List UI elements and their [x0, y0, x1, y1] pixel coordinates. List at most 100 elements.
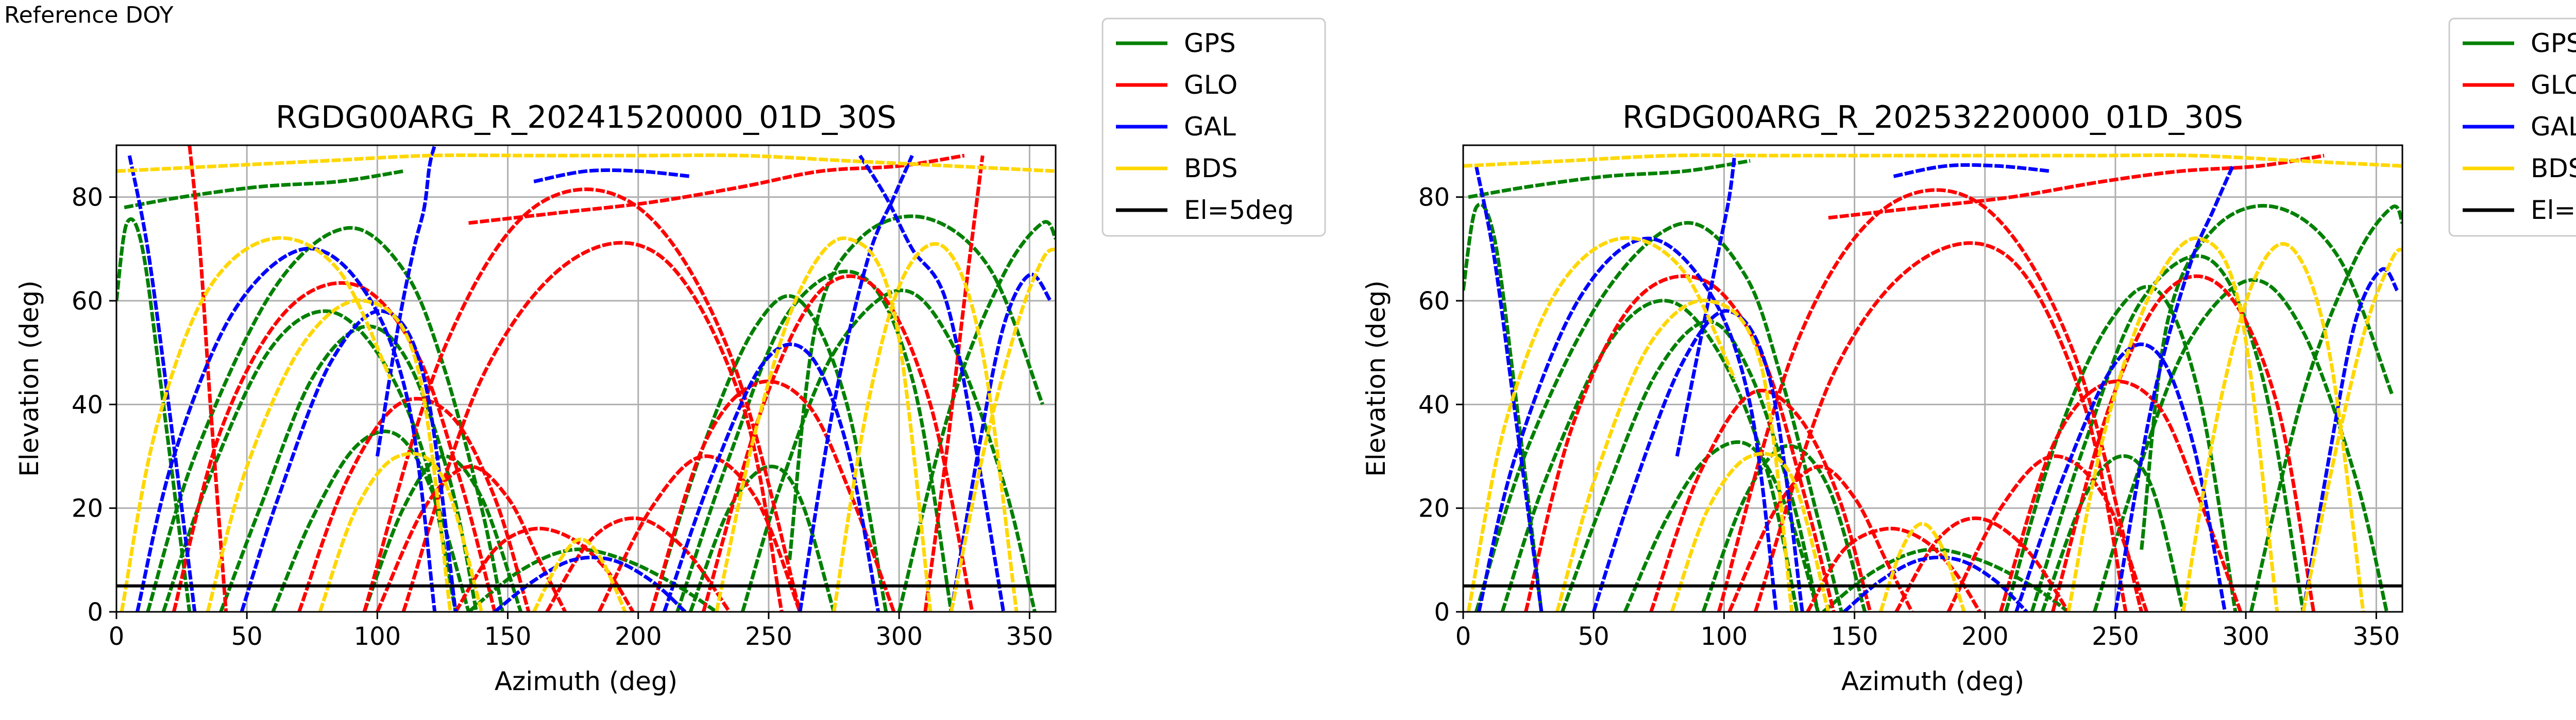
x-tick-label: 100	[354, 622, 401, 651]
satellite-track-gps	[788, 214, 1044, 560]
series-glo	[1524, 153, 2325, 612]
data-layer	[1463, 153, 2402, 612]
satellite-track-gps	[146, 226, 504, 612]
skyplot-chart-2: 0 50 100 150 200 250 300 350 0 20 40 60 80 RGDG00ARG_…	[1361, 18, 2576, 696]
satellite-track-glo	[1828, 153, 2325, 220]
satellite-track-bds	[2301, 247, 2402, 612]
legend-label: BDS	[2531, 153, 2576, 183]
y-tick-label: 80	[72, 183, 103, 212]
satellite-track-bds	[116, 153, 1056, 173]
y-tick-label: 0	[87, 598, 103, 627]
legend-label: El=5deg	[2531, 195, 2576, 225]
satellite-track-gps	[1701, 444, 1867, 612]
x-tick-label: 250	[745, 622, 792, 651]
satellite-track-gps	[2004, 285, 2238, 612]
legend-label: GPS	[2531, 28, 2576, 58]
series-bds	[1463, 153, 2402, 612]
y-tick-label: 20	[1418, 494, 1450, 523]
satellite-track-gal	[2301, 267, 2399, 612]
chart-title: RGDG00ARG_R_20253220000_01D_30S	[1622, 99, 2243, 135]
satellite-track-bds	[1670, 452, 1831, 612]
satellite-track-gal	[533, 168, 691, 183]
satellite-track-glo	[468, 153, 965, 225]
x-tick-label: 0	[1455, 622, 1471, 651]
x-axis-label: Azimuth (deg)	[1841, 666, 2024, 696]
reference-doy-label: Reference DOY	[4, 2, 174, 28]
satellite-track-gps	[1822, 547, 2070, 612]
y-axis-label: Elevation (deg)	[1361, 280, 1391, 476]
satellite-track-bds	[2181, 242, 2365, 612]
satellite-track-gps	[1500, 299, 1799, 612]
x-tick-label: 100	[1701, 622, 1748, 651]
satellite-track-gps	[116, 217, 192, 612]
satellite-track-gal	[1893, 163, 2050, 178]
satellite-track-gal	[127, 155, 197, 612]
satellite-track-glo	[2051, 274, 2316, 612]
satellite-track-bds	[1555, 298, 1794, 612]
y-tick-label: 40	[1418, 390, 1450, 419]
series-gal	[1474, 155, 2399, 612]
satellite-track-bds	[318, 452, 484, 612]
skyplot-chart-1: 0 50 100 150 200 250 300 350 0 20 40 60 80 RGDG00ARG_…	[14, 18, 1326, 696]
satellite-track-gal	[1591, 309, 1804, 612]
x-tick-label: 350	[1006, 622, 1054, 651]
y-tick-label: 80	[1418, 183, 1450, 212]
x-tick-label: 50	[1578, 622, 1609, 651]
satellite-track-bds	[832, 242, 1019, 612]
axes-frame	[115, 144, 1057, 613]
satellite-track-gps	[271, 430, 470, 612]
legend-label: GLO	[2531, 70, 2576, 100]
satellite-track-glo	[545, 516, 731, 612]
x-tick-label: 300	[875, 622, 923, 651]
satellite-track-bds	[1878, 522, 1966, 612]
satellite-track-glo	[401, 241, 784, 612]
satellite-track-bds	[1466, 236, 1736, 612]
x-tick-label: 200	[615, 622, 662, 651]
satellite-track-glo	[1894, 516, 2070, 612]
satellite-track-gps	[2249, 204, 2402, 612]
y-axis-label: Elevation (deg)	[14, 280, 44, 476]
series-gal	[127, 145, 1052, 612]
satellite-track-gal	[2113, 165, 2235, 612]
legend-label: GAL	[1184, 112, 1236, 142]
satellite-track-gps	[219, 324, 479, 612]
satellite-track-glo	[597, 454, 802, 612]
satellite-track-gps	[1474, 221, 1843, 612]
satellite-track-gps	[2140, 204, 2394, 550]
satellite-track-glo	[1998, 379, 2243, 612]
x-tick-label: 50	[231, 622, 263, 651]
x-tick-label: 200	[1961, 622, 2009, 651]
data-layer	[116, 145, 1056, 612]
satellite-track-gps	[1623, 440, 1820, 612]
satellite-track-gal	[663, 342, 880, 612]
x-tick-label: 300	[2222, 622, 2269, 651]
satellite-track-gal	[135, 247, 437, 612]
satellite-track-glo	[188, 145, 228, 612]
satellite-track-bds	[715, 236, 933, 612]
satellite-track-gal	[1675, 155, 1737, 457]
x-tick-label: 250	[2092, 622, 2139, 651]
legend-box	[1101, 18, 1326, 237]
series-bds	[116, 153, 1056, 612]
satellite-track-bds	[206, 298, 452, 612]
y-tick-label: 60	[1418, 287, 1450, 316]
satellite-track-bds	[532, 537, 627, 612]
satellite-track-glo	[376, 465, 567, 612]
axes-frame	[1462, 144, 2403, 613]
satellite-track-gps	[2030, 254, 2306, 612]
satellite-track-gps	[161, 309, 457, 612]
satellite-track-glo	[649, 379, 896, 612]
satellite-track-gal	[798, 155, 914, 612]
satellite-track-gal	[494, 555, 687, 612]
y-tick-label: 0	[1434, 598, 1450, 627]
x-axis-label: Azimuth (deg)	[495, 666, 677, 696]
satellite-track-glo	[1946, 454, 2148, 612]
satellite-track-gps	[1468, 159, 1751, 199]
satellite-track-gal	[1474, 165, 1544, 612]
satellite-track-gps	[124, 169, 404, 210]
satellite-track-glo	[362, 187, 802, 612]
y-tick-label: 60	[72, 287, 103, 316]
satellite-track-gal	[1843, 555, 2028, 612]
chart-title: RGDG00ARG_R_20241520000_01D_30S	[276, 99, 896, 135]
satellite-track-gal	[858, 155, 1006, 612]
